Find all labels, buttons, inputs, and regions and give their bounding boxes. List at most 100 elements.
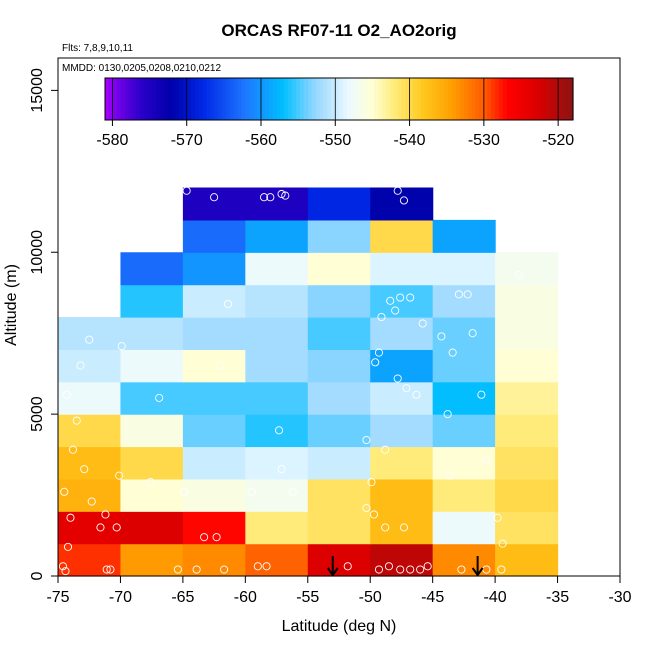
x-tick-label: -75 [46,589,69,606]
heatmap-cell [120,511,184,545]
heatmap-cell [370,219,434,253]
colorbar-segment [440,78,445,120]
observation-point [399,196,408,205]
observation-point [514,270,523,279]
heatmap-cell [307,187,371,221]
colorbar-segment [175,78,180,120]
observation-point [102,565,111,574]
observation-point [377,312,386,322]
observation-point [448,348,457,357]
observation-point [216,361,225,370]
heatmap-cell [307,381,371,415]
observation-point [220,565,229,574]
observation-point [477,390,486,399]
heatmap-cell [370,252,434,286]
heatmap-cell [432,317,496,350]
observation-point [412,390,421,399]
colorbar-segment [405,78,410,120]
colorbar-segment [374,78,379,120]
x-tick-label: -55 [296,589,319,606]
colorbar-segment [159,78,165,120]
colorbar-segment [151,78,157,120]
colorbar-segment [397,78,402,120]
heatmap-cell [245,543,309,577]
colorbar-segment [284,78,289,120]
colorbar-segment [155,78,161,120]
observation-point [362,435,371,445]
colorbar-segment [459,78,465,120]
colorbar-segment [424,78,430,120]
colorbar-segment [112,78,118,120]
heatmap-cell [432,414,496,448]
colorbar-segment [202,78,207,120]
x-tick-label: -40 [484,589,507,606]
colorbar-segment [296,78,301,120]
observation-point [374,348,384,357]
heatmap-cell [307,317,371,350]
observation-point [247,487,256,496]
heatmap-cell [432,252,496,286]
heatmap-cell [307,219,371,253]
colorbar-segment [428,78,434,120]
heatmap-cell [182,317,246,350]
heatmap-cell [432,284,496,318]
heatmap-cell [120,349,184,383]
heatmap-cell [307,414,371,448]
colorbar-segment [132,78,137,120]
colorbar-segment [417,78,422,120]
heatmap-cell [182,187,246,221]
colorbar-segment [553,78,558,120]
colorbar-segment [448,78,453,120]
colorbar-segment [237,78,243,120]
colorbar: -580 -570 -560 -550 -540 -530 -520 [96,77,574,149]
colorbar-segment [487,78,492,120]
heatmap-cell [370,446,434,480]
observation-point [443,410,452,419]
observation-point [146,478,155,487]
colorbar-segment [108,78,114,120]
colorbar-segment [502,78,508,120]
colorbar-segment [420,78,426,120]
observation-point [371,358,380,367]
colorbar-segment [167,78,172,120]
colorbar-tick-label: -530 [468,132,500,149]
colorbar-segment [116,78,122,120]
observation-point [182,186,191,195]
x-tick-label: -30 [608,589,631,606]
observation-point [212,533,221,542]
heatmap-cell [495,381,559,415]
observation-point [101,510,110,519]
observation-point [384,562,394,571]
heatmap-cell [245,446,309,480]
heatmap-cell [120,284,184,318]
heatmap-cell [307,478,371,512]
x-axis-label: Latitude (deg N) [282,618,397,635]
colorbar-segment [120,78,126,120]
colorbar-segment [378,78,383,120]
colorbar-segment [518,78,523,120]
observation-point [493,513,502,522]
colorbar-segment [467,78,473,120]
observation-point [362,503,371,513]
observation-point [260,193,269,202]
observation-point [62,390,71,399]
heatmap-cell [120,317,184,350]
heatmap-cell [370,187,434,221]
observation-point [106,565,115,574]
heatmap-cell [245,187,309,221]
heatmap-cell [58,478,122,512]
colorbar-tick-label: -570 [171,132,203,149]
colorbar-segment [479,78,484,120]
observation-point [112,523,121,532]
colorbar-segment [366,78,371,120]
colorbar-segment [257,78,262,120]
observation-point [80,465,89,474]
y-tick-label: 10000 [29,230,46,275]
colorbar-segment [569,78,574,120]
observation-point [381,445,390,454]
heatmap-cell [495,414,559,448]
observation-point [402,384,411,393]
colorbar-segment [323,78,328,120]
observation-point [115,471,124,480]
colorbar-segment [526,78,531,120]
